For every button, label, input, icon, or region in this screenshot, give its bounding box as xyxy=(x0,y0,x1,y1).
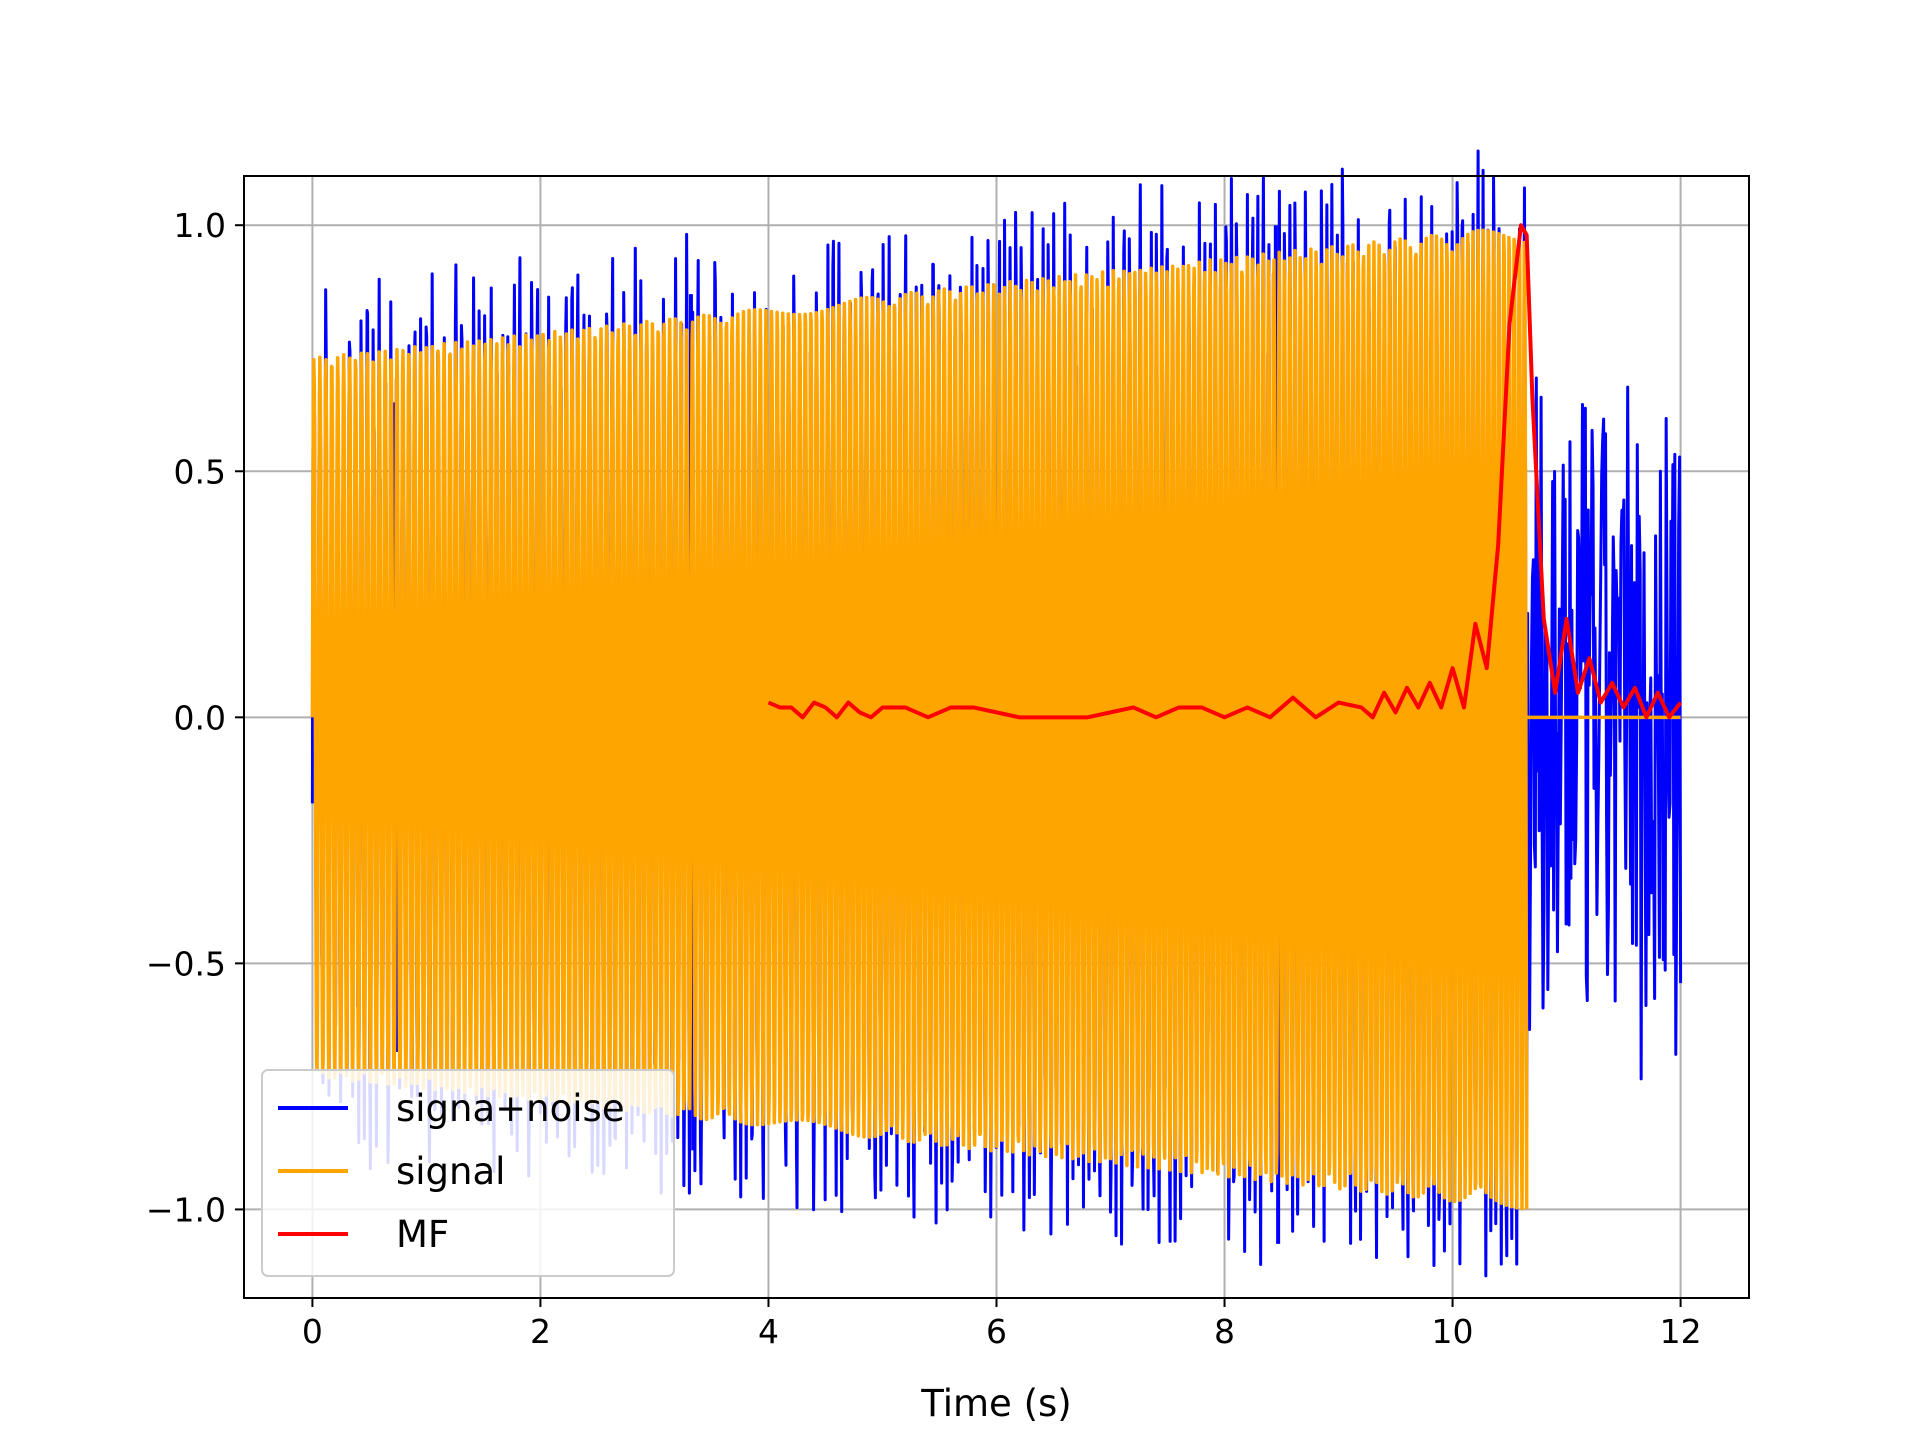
legend-label: MF xyxy=(396,1213,449,1256)
legend: signa+noise signal MF xyxy=(261,1069,675,1277)
series-mf-line xyxy=(767,223,1683,720)
x-tick-label: 4 xyxy=(758,1312,779,1351)
x-tick-label: 2 xyxy=(530,1312,551,1351)
y-tick-label: 0.5 xyxy=(174,452,226,491)
x-tick-label: 0 xyxy=(302,1312,323,1351)
y-tick-label: −1.0 xyxy=(146,1190,226,1229)
legend-label: signa+noise xyxy=(396,1087,625,1130)
series-layer xyxy=(310,149,1683,1278)
x-tick-label: 8 xyxy=(1214,1312,1235,1351)
x-axis-label: Time (s) xyxy=(920,1382,1071,1425)
legend-label: signal xyxy=(396,1150,505,1193)
y-tick-label: 0.0 xyxy=(174,698,226,737)
x-tick-label: 12 xyxy=(1660,1312,1702,1351)
legend-box xyxy=(261,1069,675,1277)
series-signal-line xyxy=(310,228,1681,1211)
x-tick-label: 6 xyxy=(986,1312,1007,1351)
y-tick-label: 1.0 xyxy=(174,206,226,245)
y-tick-label: −0.5 xyxy=(146,944,226,983)
ticks-layer: 0 2 4 6 8 10 12 −1.0 −0.5 0.0 0.5 1.0 xyxy=(146,206,1702,1351)
x-tick-label: 10 xyxy=(1432,1312,1474,1351)
